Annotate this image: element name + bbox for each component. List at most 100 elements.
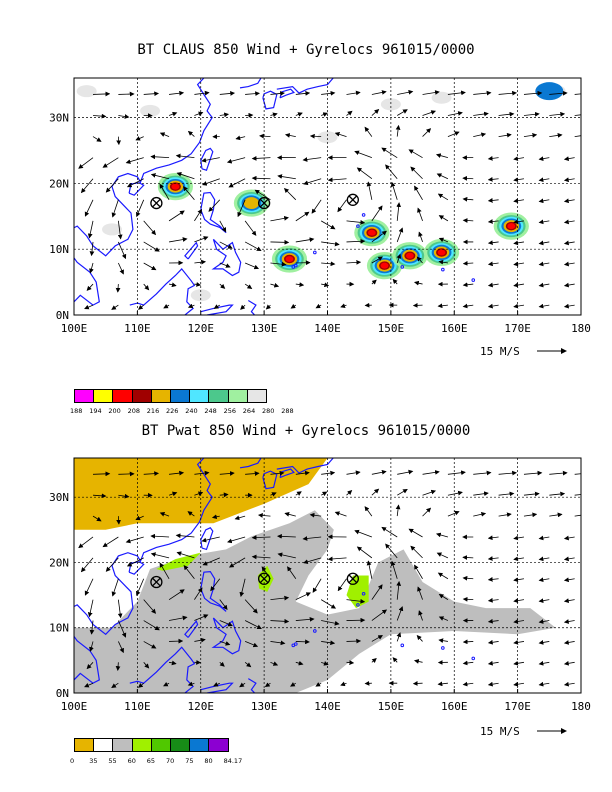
wind-vector [395, 124, 401, 137]
wind-vector [549, 133, 563, 138]
wind-vector [513, 261, 525, 267]
wind-vector [213, 682, 220, 687]
wind-vector [408, 528, 423, 538]
wind-vector [244, 641, 259, 648]
wind-vector [321, 112, 328, 117]
wind-vector [84, 682, 94, 688]
wind-vector [270, 282, 280, 288]
wind-vector [102, 536, 119, 548]
island [291, 265, 296, 269]
x-tick-label: 180 [571, 700, 591, 713]
colorbar-label: 60 [127, 757, 136, 765]
y-tick-label: 10N [49, 622, 69, 635]
wind-vector [422, 489, 437, 496]
island [400, 643, 405, 648]
wind-vector [126, 178, 144, 188]
wind-vector [498, 470, 517, 476]
coastline [247, 678, 257, 693]
x-tick-label: 150E [378, 322, 405, 335]
wind-vector [447, 510, 460, 517]
coastline [129, 267, 196, 315]
wind-vector [259, 133, 271, 139]
island [291, 643, 296, 648]
wind-vector [211, 514, 220, 520]
colorbar-label: 80 [204, 757, 213, 765]
wind-vector [513, 640, 525, 645]
x-tick-label: 100E [61, 322, 88, 335]
wind-vector [117, 241, 127, 260]
wind-vector [295, 491, 302, 496]
colorbar-swatch [227, 389, 248, 403]
wind-vector [270, 112, 278, 118]
wind-vector [462, 260, 474, 266]
wind-vector [187, 303, 195, 309]
wind-vector [219, 661, 225, 667]
wind-vector [473, 491, 489, 497]
wind-vector [251, 175, 271, 181]
wind-vector [487, 556, 499, 561]
wind-vector [538, 198, 550, 204]
wind-vector [364, 506, 373, 517]
cold-cloud-blob [392, 242, 428, 270]
wind-vector [513, 177, 525, 183]
wind-vector [213, 304, 220, 309]
wind-vector [513, 219, 525, 225]
island [400, 265, 405, 269]
panel1-gyre-markers [150, 193, 360, 210]
wind-vector [563, 303, 575, 309]
panel2-gyre-markers [150, 572, 360, 589]
wind-vector [422, 90, 440, 95]
wind-vector [437, 681, 448, 687]
coastline [200, 682, 234, 693]
wind-vector [136, 578, 145, 597]
wind-vector [254, 189, 271, 201]
colorbar-label: 216 [146, 407, 160, 415]
wind-vector [245, 471, 260, 476]
wind-vector [574, 114, 581, 116]
wind-vector [295, 639, 310, 645]
cloud-patch [317, 131, 338, 144]
coastline [262, 470, 278, 490]
wind-vector [436, 153, 449, 159]
wind-vector [89, 620, 95, 635]
island [441, 646, 445, 650]
wind-vector [346, 470, 361, 476]
wind-vector [270, 239, 290, 245]
wind-vector [538, 177, 550, 183]
cloud-patch [76, 85, 97, 98]
wind-vector [111, 304, 119, 310]
panel2-title: BT Pwat 850 Wind + Gyrelocs 961015/0000 [141, 423, 471, 439]
coastline [211, 238, 242, 277]
coastline [184, 241, 199, 260]
wind-vector [422, 469, 440, 475]
wind-vector [574, 494, 581, 496]
wind-vector [538, 240, 550, 246]
coastline [239, 458, 262, 469]
island [313, 250, 317, 255]
wind-vector [80, 557, 94, 573]
wind-vector [201, 157, 220, 163]
colorbar-label: 0 [70, 757, 75, 765]
colorbar-label: 240 [185, 407, 198, 415]
wind-vector [284, 133, 296, 138]
x-tick-label: 170E [504, 322, 531, 335]
wind-vector [111, 682, 119, 688]
cloud-patch [380, 98, 401, 111]
wind-vector [414, 564, 423, 579]
panel1-colorbar [74, 389, 267, 403]
wind-vector [135, 136, 144, 141]
cloud-patch [535, 82, 564, 101]
wet-patch [257, 565, 274, 592]
wind-vector [418, 610, 423, 621]
wind-vector [270, 492, 277, 497]
wind-vector [346, 90, 361, 96]
wind-vector [315, 682, 322, 687]
wind-vector [295, 112, 303, 117]
wind-vector [137, 682, 144, 688]
wind-vector [194, 637, 206, 643]
colorbar-label: 70 [166, 757, 175, 765]
wind-vector [371, 635, 383, 642]
gyre-location-marker [150, 196, 163, 210]
wind-vector [487, 577, 499, 582]
panel1-wind-vectors [78, 89, 581, 310]
